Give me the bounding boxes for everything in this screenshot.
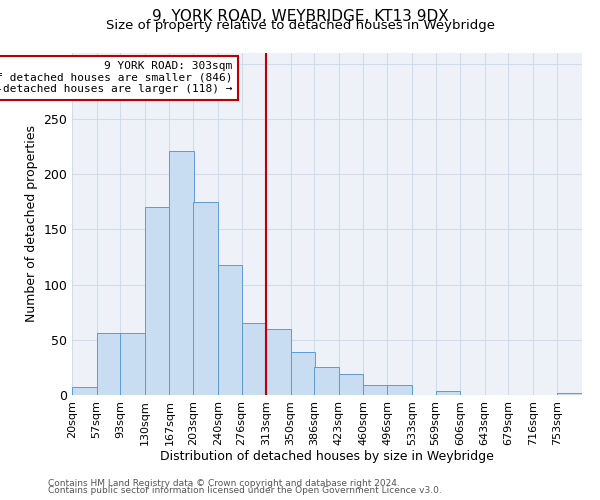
Text: 9 YORK ROAD: 303sqm
← 88% of detached houses are smaller (846)
12% of semi-detac: 9 YORK ROAD: 303sqm ← 88% of detached ho… bbox=[0, 61, 233, 94]
Y-axis label: Number of detached properties: Number of detached properties bbox=[25, 125, 38, 322]
Bar bbox=[242, 323, 266, 395]
Bar bbox=[266, 328, 290, 395]
Text: Contains public sector information licensed under the Open Government Licence v3: Contains public sector information licen… bbox=[48, 486, 442, 495]
Bar bbox=[72, 388, 97, 395]
Bar bbox=[121, 333, 145, 395]
Text: Contains HM Land Registry data © Crown copyright and database right 2024.: Contains HM Land Registry data © Crown c… bbox=[48, 478, 400, 488]
Bar bbox=[387, 385, 412, 395]
Text: 9, YORK ROAD, WEYBRIDGE, KT13 9DX: 9, YORK ROAD, WEYBRIDGE, KT13 9DX bbox=[152, 9, 448, 24]
Bar bbox=[314, 368, 339, 395]
Bar bbox=[290, 352, 315, 395]
X-axis label: Distribution of detached houses by size in Weybridge: Distribution of detached houses by size … bbox=[160, 450, 494, 464]
Bar bbox=[145, 207, 169, 395]
Bar bbox=[169, 151, 194, 395]
Bar bbox=[364, 385, 388, 395]
Bar bbox=[339, 374, 364, 395]
Bar bbox=[218, 264, 242, 395]
Text: Size of property relative to detached houses in Weybridge: Size of property relative to detached ho… bbox=[106, 18, 494, 32]
Bar bbox=[557, 393, 582, 395]
Bar bbox=[436, 390, 460, 395]
Bar bbox=[193, 202, 218, 395]
Bar bbox=[97, 333, 121, 395]
